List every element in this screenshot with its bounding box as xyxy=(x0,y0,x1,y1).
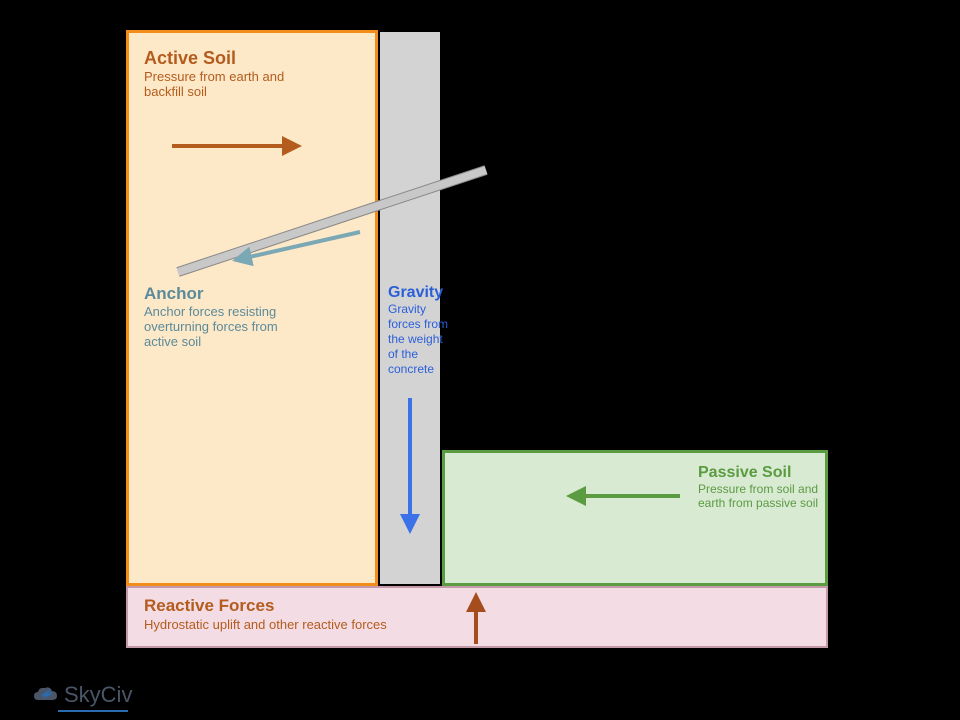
gravity-title: Gravity xyxy=(388,284,448,302)
logo-underline xyxy=(58,710,128,712)
logo-text: SkyCiv xyxy=(64,682,132,708)
gravity-label: Gravity Gravity forces from the weight o… xyxy=(388,284,448,377)
reactive-forces-label: Reactive Forces Hydrostatic uplift and o… xyxy=(144,596,387,634)
passive-soil-label: Passive Soil Pressure from soil and eart… xyxy=(698,464,828,510)
reactive-forces-title: Reactive Forces xyxy=(144,596,274,615)
skyciv-logo: SkyCiv xyxy=(28,682,132,708)
cloud-icon xyxy=(28,682,60,708)
passive-soil-desc: Pressure from soil and earth from passiv… xyxy=(698,482,828,510)
passive-soil-title: Passive Soil xyxy=(698,464,828,482)
active-soil-desc: Pressure from earth and backfill soil xyxy=(144,69,304,99)
reactive-forces-desc: Hydrostatic uplift and other reactive fo… xyxy=(144,617,387,632)
anchor-desc: Anchor forces resisting overturning forc… xyxy=(144,304,314,349)
active-soil-label: Active Soil Pressure from earth and back… xyxy=(144,48,304,99)
active-soil-title: Active Soil xyxy=(144,48,304,69)
anchor-title: Anchor xyxy=(144,284,314,304)
gravity-desc: Gravity forces from the weight of the co… xyxy=(388,302,448,377)
anchor-label: Anchor Anchor forces resisting overturni… xyxy=(144,284,314,349)
